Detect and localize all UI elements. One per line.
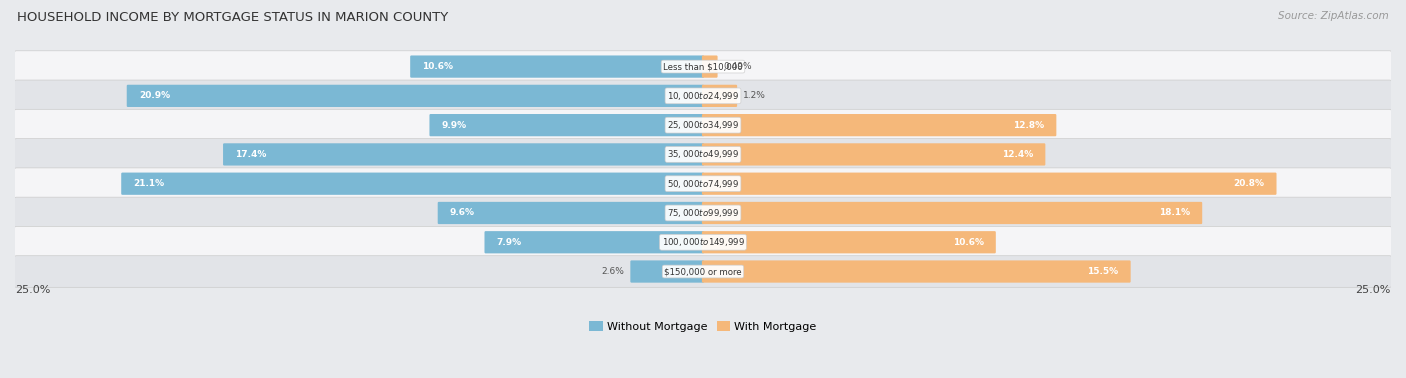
Text: 15.5%: 15.5% — [1087, 267, 1119, 276]
Text: HOUSEHOLD INCOME BY MORTGAGE STATUS IN MARION COUNTY: HOUSEHOLD INCOME BY MORTGAGE STATUS IN M… — [17, 11, 449, 24]
FancyBboxPatch shape — [14, 197, 1392, 229]
Text: $10,000 to $24,999: $10,000 to $24,999 — [666, 90, 740, 102]
Text: 0.49%: 0.49% — [723, 62, 752, 71]
FancyBboxPatch shape — [127, 85, 704, 107]
Text: 10.6%: 10.6% — [953, 238, 984, 247]
Text: 10.6%: 10.6% — [422, 62, 453, 71]
FancyBboxPatch shape — [485, 231, 704, 253]
Text: 7.9%: 7.9% — [496, 238, 522, 247]
FancyBboxPatch shape — [14, 51, 1392, 82]
Text: 1.2%: 1.2% — [742, 91, 766, 101]
FancyBboxPatch shape — [702, 202, 1202, 224]
FancyBboxPatch shape — [14, 80, 1392, 112]
Text: 9.6%: 9.6% — [450, 209, 475, 217]
Text: $100,000 to $149,999: $100,000 to $149,999 — [661, 236, 745, 248]
FancyBboxPatch shape — [411, 56, 704, 78]
FancyBboxPatch shape — [429, 114, 704, 136]
FancyBboxPatch shape — [14, 226, 1392, 258]
Text: 25.0%: 25.0% — [15, 285, 51, 295]
FancyBboxPatch shape — [702, 143, 1045, 166]
FancyBboxPatch shape — [14, 139, 1392, 170]
FancyBboxPatch shape — [702, 56, 717, 78]
Text: 20.9%: 20.9% — [139, 91, 170, 101]
Text: $75,000 to $99,999: $75,000 to $99,999 — [666, 207, 740, 219]
FancyBboxPatch shape — [437, 202, 704, 224]
Text: 25.0%: 25.0% — [1355, 285, 1391, 295]
Text: 12.8%: 12.8% — [1014, 121, 1045, 130]
Text: 12.4%: 12.4% — [1002, 150, 1033, 159]
Text: Source: ZipAtlas.com: Source: ZipAtlas.com — [1278, 11, 1389, 21]
Text: 21.1%: 21.1% — [134, 179, 165, 188]
FancyBboxPatch shape — [121, 173, 704, 195]
Text: 20.8%: 20.8% — [1233, 179, 1264, 188]
Text: 9.9%: 9.9% — [441, 121, 467, 130]
FancyBboxPatch shape — [702, 173, 1277, 195]
FancyBboxPatch shape — [224, 143, 704, 166]
FancyBboxPatch shape — [14, 168, 1392, 200]
Text: 18.1%: 18.1% — [1159, 209, 1189, 217]
Text: $150,000 or more: $150,000 or more — [664, 267, 742, 276]
FancyBboxPatch shape — [14, 256, 1392, 287]
FancyBboxPatch shape — [702, 114, 1056, 136]
Text: $25,000 to $34,999: $25,000 to $34,999 — [666, 119, 740, 131]
FancyBboxPatch shape — [702, 231, 995, 253]
Text: $35,000 to $49,999: $35,000 to $49,999 — [666, 149, 740, 160]
Legend: Without Mortgage, With Mortgage: Without Mortgage, With Mortgage — [589, 321, 817, 332]
FancyBboxPatch shape — [630, 260, 704, 283]
FancyBboxPatch shape — [702, 85, 737, 107]
FancyBboxPatch shape — [14, 109, 1392, 141]
Text: Less than $10,000: Less than $10,000 — [664, 62, 742, 71]
Text: $50,000 to $74,999: $50,000 to $74,999 — [666, 178, 740, 190]
Text: 17.4%: 17.4% — [235, 150, 267, 159]
FancyBboxPatch shape — [702, 260, 1130, 283]
Text: 2.6%: 2.6% — [602, 267, 624, 276]
